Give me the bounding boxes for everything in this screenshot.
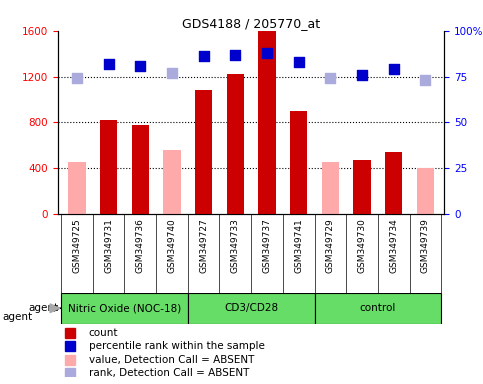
Bar: [227, 74, 244, 214]
Text: rank, Detection Call = ABSENT: rank, Detection Call = ABSENT: [89, 367, 249, 377]
Text: control: control: [360, 303, 396, 313]
Bar: [314, 293, 441, 324]
Point: [168, 70, 176, 76]
Text: count: count: [89, 328, 118, 338]
Text: GSM349730: GSM349730: [357, 218, 367, 273]
Text: GSM349731: GSM349731: [104, 218, 113, 273]
Bar: [385, 152, 402, 214]
Text: value, Detection Call = ABSENT: value, Detection Call = ABSENT: [89, 354, 254, 364]
Bar: [61, 293, 188, 324]
Point: [263, 50, 271, 56]
Text: GSM349727: GSM349727: [199, 218, 208, 273]
Point: [390, 66, 398, 72]
Text: agent: agent: [2, 312, 32, 322]
Bar: [322, 162, 339, 214]
Text: GSM349741: GSM349741: [294, 218, 303, 273]
Point: [422, 77, 429, 83]
Bar: [68, 162, 85, 214]
Bar: [417, 168, 434, 214]
Title: GDS4188 / 205770_at: GDS4188 / 205770_at: [182, 17, 320, 30]
Bar: [258, 31, 276, 214]
Point: [105, 61, 113, 67]
Text: GSM349740: GSM349740: [168, 218, 176, 273]
Text: percentile rank within the sample: percentile rank within the sample: [89, 341, 265, 351]
Text: GSM349736: GSM349736: [136, 218, 145, 273]
Text: Nitric Oxide (NOC-18): Nitric Oxide (NOC-18): [68, 303, 181, 313]
Bar: [100, 120, 117, 214]
Text: GSM349739: GSM349739: [421, 218, 430, 273]
Point: [200, 53, 208, 60]
Text: CD3/CD28: CD3/CD28: [224, 303, 278, 313]
Text: GSM349733: GSM349733: [231, 218, 240, 273]
Bar: [195, 90, 213, 214]
Bar: [163, 150, 181, 214]
Point: [327, 75, 334, 81]
Bar: [290, 111, 307, 214]
Point: [358, 72, 366, 78]
Text: agent: agent: [28, 303, 58, 313]
Text: GSM349737: GSM349737: [262, 218, 271, 273]
Text: GSM349734: GSM349734: [389, 218, 398, 273]
Bar: [131, 125, 149, 214]
Point: [231, 51, 239, 58]
Bar: [188, 293, 314, 324]
Text: GSM349725: GSM349725: [72, 218, 82, 273]
Point: [136, 63, 144, 69]
Point: [295, 59, 302, 65]
Bar: [353, 160, 371, 214]
Point: [73, 75, 81, 81]
Text: GSM349729: GSM349729: [326, 218, 335, 273]
